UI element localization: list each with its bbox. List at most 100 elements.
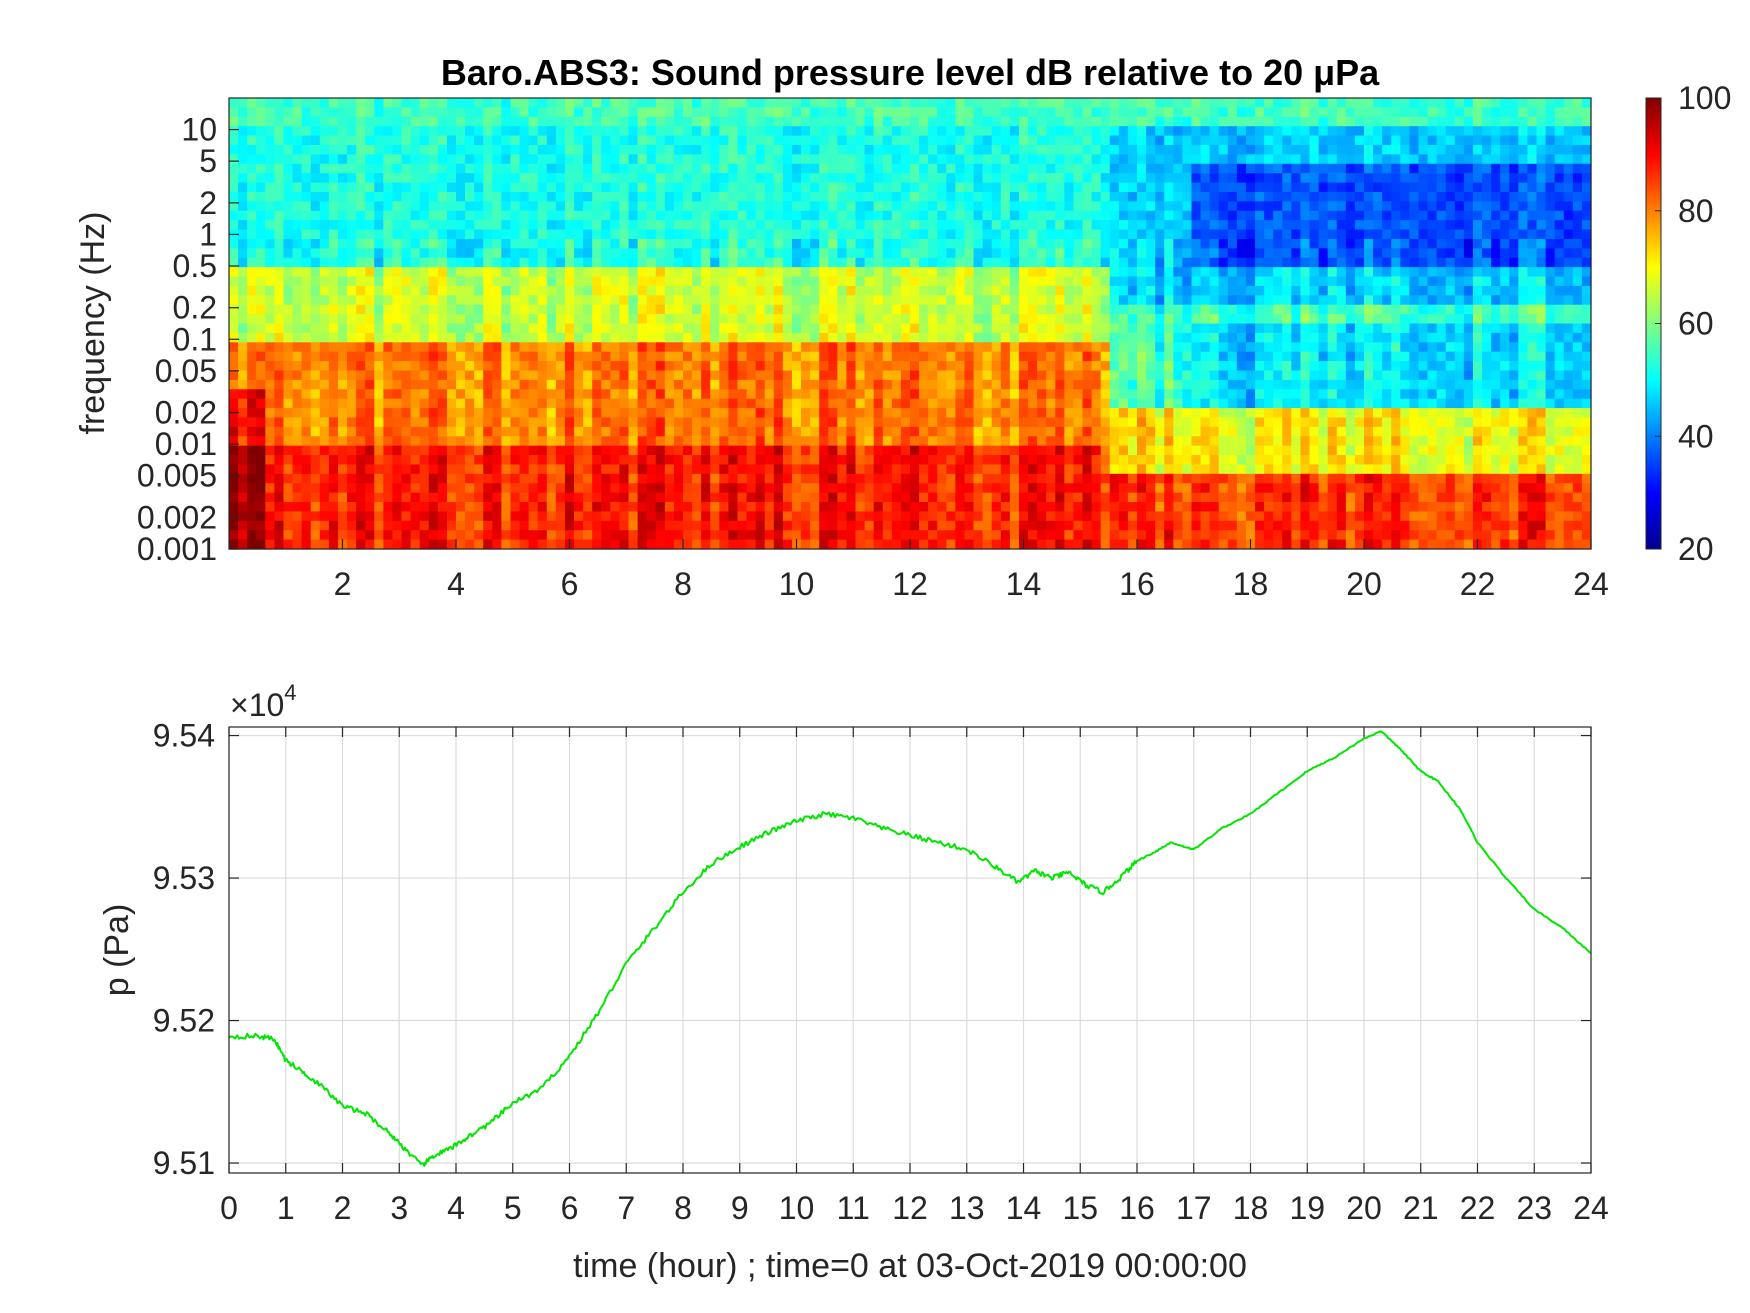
spectrogram-cell xyxy=(283,126,294,137)
spectrogram-cell xyxy=(928,323,938,334)
spectrogram-cell xyxy=(628,464,639,475)
spectrogram-cell xyxy=(319,436,330,447)
spectrogram-cell xyxy=(891,511,902,522)
spectrogram-cell xyxy=(1100,342,1111,353)
spectrogram-cell xyxy=(1073,379,1084,390)
spectrogram-cell xyxy=(528,182,539,193)
spectrogram-cell xyxy=(737,342,748,353)
spectrogram-cell xyxy=(664,520,675,531)
spectrogram-cell xyxy=(1118,135,1129,146)
spectrogram-cell xyxy=(628,116,639,127)
spectrogram-cell xyxy=(755,539,766,550)
spectrogram-cell xyxy=(637,107,648,118)
spectrogram-cell xyxy=(655,191,666,202)
spectrogram-cell xyxy=(619,144,630,155)
spectrogram-cell xyxy=(456,210,466,221)
spectrogram-cell xyxy=(301,511,312,522)
spectrogram-cell xyxy=(673,417,684,428)
spectrogram-cell xyxy=(828,116,838,127)
spectrogram-cell xyxy=(1155,370,1165,381)
spectrogram-cell xyxy=(383,191,394,202)
spectrogram-cell xyxy=(383,502,394,513)
spectrogram-cell xyxy=(1064,436,1075,447)
spectrogram-cell xyxy=(864,248,875,259)
spectrogram-cell xyxy=(655,455,666,466)
spectrogram-cell xyxy=(637,229,648,240)
spectrogram-cell xyxy=(1064,332,1075,343)
spectrogram-cell xyxy=(1127,398,1138,409)
spectrogram-cell xyxy=(1046,520,1056,531)
spectrogram-cell xyxy=(610,135,621,146)
spectrogram-cell xyxy=(873,492,884,503)
spectrogram-cell xyxy=(256,323,266,334)
spectrogram-cell xyxy=(773,492,784,503)
spectrogram-cell xyxy=(446,314,457,325)
spectrogram-cell xyxy=(782,464,793,475)
spectrogram-cell xyxy=(782,502,793,513)
spectrogram-cell xyxy=(1127,379,1138,390)
spectrogram-cell xyxy=(437,417,448,428)
spectrogram-cell xyxy=(982,144,993,155)
spectrogram-cell xyxy=(446,332,457,343)
spectrogram-cell xyxy=(692,361,702,372)
spectrogram-cell xyxy=(701,173,711,184)
spectrogram-cell xyxy=(265,201,275,212)
spectrogram-cell xyxy=(1009,154,1020,165)
spectrogram-cell xyxy=(664,98,675,108)
spectrogram-cell xyxy=(374,539,384,550)
spectrogram-cell xyxy=(1146,276,1156,287)
spectrogram-cell xyxy=(791,135,802,146)
spectrogram-cell xyxy=(356,144,366,155)
spectrogram-cell xyxy=(555,248,566,259)
spectrogram-cell xyxy=(292,530,303,541)
spectrogram-cell xyxy=(365,455,375,466)
spectrogram-cell xyxy=(719,492,729,503)
spectrogram-cell xyxy=(855,398,866,409)
spectrogram-cell xyxy=(1100,455,1111,466)
spectrogram-cell xyxy=(755,370,766,381)
spectrogram-cell xyxy=(864,191,875,202)
spectrogram-cell xyxy=(1155,492,1165,503)
spectrogram-cell xyxy=(347,163,357,174)
spectrogram-cell xyxy=(1164,182,1174,193)
spectrogram-cell xyxy=(1146,483,1156,494)
spectrogram-cell xyxy=(365,389,375,400)
spectrogram-cell xyxy=(737,135,748,146)
spectrogram-cell xyxy=(964,464,975,475)
spectrogram-cell xyxy=(1000,210,1011,221)
spectrogram-cell xyxy=(256,135,266,146)
spectrogram-cell xyxy=(1091,267,1102,278)
spectrogram-cell xyxy=(855,163,866,174)
spectrogram-cell xyxy=(283,445,294,456)
spectrogram-cell xyxy=(1000,248,1011,259)
spectrogram-cell xyxy=(937,295,947,306)
spectrogram-cell xyxy=(655,445,666,456)
spectrogram-cell xyxy=(292,276,303,287)
spectrogram-cell xyxy=(791,351,802,362)
spectrogram-cell xyxy=(819,267,829,278)
spectrogram-cell xyxy=(1100,285,1111,296)
spectrogram-cell xyxy=(1091,154,1102,165)
spectrogram-cell xyxy=(265,314,275,325)
spectrogram-cell xyxy=(337,191,348,202)
spectrogram-cell xyxy=(673,201,684,212)
spectrogram-cell xyxy=(828,98,838,108)
spectrogram-cell xyxy=(1127,248,1138,259)
spectrogram-cell xyxy=(973,351,984,362)
spectrogram-cell xyxy=(619,201,630,212)
spectrogram-cell xyxy=(1127,182,1138,193)
spectrogram-cell xyxy=(991,351,1002,362)
spectrogram-cell xyxy=(801,520,811,531)
spectrogram-cell xyxy=(1046,389,1056,400)
spectrogram-cell xyxy=(465,295,475,306)
spectrogram-cell xyxy=(328,351,339,362)
spectrogram-cell xyxy=(437,342,448,353)
spectrogram-cell xyxy=(574,276,584,287)
spectrogram-cell xyxy=(1055,154,1065,165)
spectrogram-cell xyxy=(673,323,684,334)
spectrogram-cell xyxy=(347,361,357,372)
spectrogram-cell xyxy=(873,539,884,550)
spectrogram-cell xyxy=(229,332,239,343)
spectrogram-cell xyxy=(1073,361,1084,372)
spectrogram-cell xyxy=(256,295,266,306)
